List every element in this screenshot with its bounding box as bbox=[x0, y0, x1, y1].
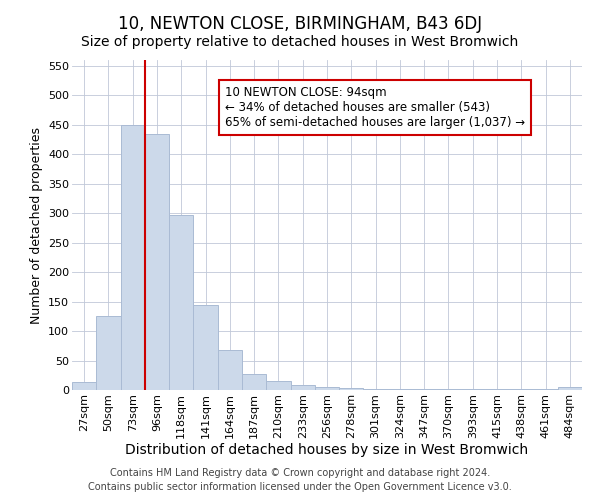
Y-axis label: Number of detached properties: Number of detached properties bbox=[29, 126, 43, 324]
X-axis label: Distribution of detached houses by size in West Bromwich: Distribution of detached houses by size … bbox=[125, 444, 529, 458]
Bar bbox=[218, 350, 242, 390]
Text: 10, NEWTON CLOSE, BIRMINGHAM, B43 6DJ: 10, NEWTON CLOSE, BIRMINGHAM, B43 6DJ bbox=[118, 15, 482, 33]
Text: 10 NEWTON CLOSE: 94sqm
← 34% of detached houses are smaller (543)
65% of semi-de: 10 NEWTON CLOSE: 94sqm ← 34% of detached… bbox=[225, 86, 525, 130]
Bar bbox=[121, 125, 145, 390]
Bar bbox=[193, 304, 218, 390]
Bar bbox=[315, 387, 339, 390]
Text: Contains HM Land Registry data © Crown copyright and database right 2024.
Contai: Contains HM Land Registry data © Crown c… bbox=[88, 468, 512, 492]
Bar bbox=[145, 134, 169, 390]
Text: Size of property relative to detached houses in West Bromwich: Size of property relative to detached ho… bbox=[82, 35, 518, 49]
Bar bbox=[339, 388, 364, 390]
Bar bbox=[72, 382, 96, 390]
Bar bbox=[266, 381, 290, 390]
Bar bbox=[169, 215, 193, 390]
Bar bbox=[242, 374, 266, 390]
Bar bbox=[558, 387, 582, 390]
Bar bbox=[96, 316, 121, 390]
Bar bbox=[290, 386, 315, 390]
